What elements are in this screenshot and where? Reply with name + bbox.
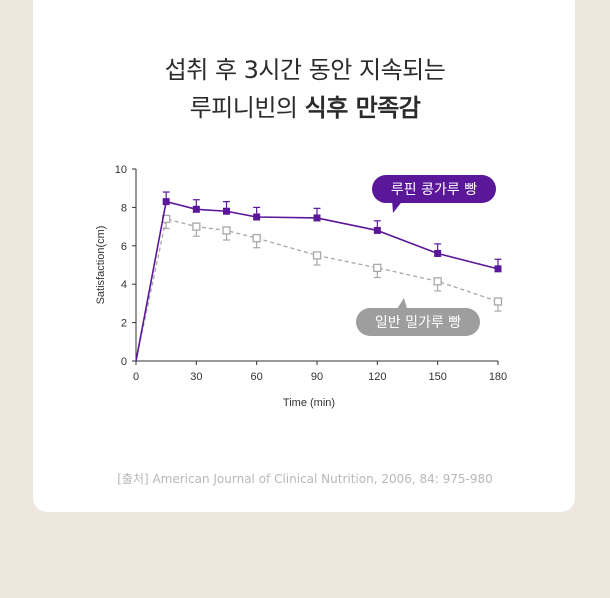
legend-lupin-text: 루핀 콩가루 빵 — [391, 182, 477, 198]
data-point-lupin — [495, 265, 502, 272]
data-point-lupin — [314, 214, 321, 221]
data-point-wheat — [434, 278, 441, 285]
data-point-wheat — [314, 252, 321, 259]
data-point-lupin — [193, 206, 200, 213]
data-point-lupin — [163, 198, 170, 205]
data-point-wheat — [495, 298, 502, 305]
data-point-wheat — [374, 264, 381, 271]
y-tick-label: 8 — [121, 202, 127, 214]
data-point-lupin — [374, 227, 381, 234]
x-tick-label: 30 — [190, 371, 202, 383]
chart-callouts: 루핀 콩가루 빵일반 밀가루 빵 — [356, 175, 496, 336]
data-point-lupin — [253, 214, 260, 221]
data-point-lupin — [223, 208, 230, 215]
series-line-wheat — [136, 219, 498, 361]
data-point-wheat — [253, 235, 260, 242]
legend-wheat-text: 일반 밀가루 빵 — [375, 315, 461, 331]
x-tick-label: 60 — [251, 371, 263, 383]
data-point-wheat — [193, 223, 200, 230]
x-tick-label: 0 — [133, 371, 139, 383]
x-tick-label: 150 — [428, 371, 446, 383]
data-point-wheat — [223, 227, 230, 234]
x-tick-label: 180 — [489, 371, 507, 383]
y-tick-label: 10 — [115, 164, 127, 176]
legend-lupin-tail — [392, 199, 404, 213]
y-tick-label: 4 — [121, 279, 127, 291]
source-citation: [출처] American Journal of Clinical Nutrit… — [0, 470, 610, 487]
y-tick-label: 6 — [121, 241, 127, 253]
x-tick-label: 120 — [368, 371, 386, 383]
data-point-lupin — [434, 250, 441, 257]
y-axis-label: Satisfaction(cm) — [95, 226, 107, 305]
x-axis-label: Time (min) — [283, 397, 335, 409]
legend-wheat-tail — [395, 298, 408, 312]
x-tick-label: 90 — [311, 371, 323, 383]
y-tick-label: 0 — [121, 356, 127, 368]
y-tick-label: 2 — [121, 318, 127, 330]
